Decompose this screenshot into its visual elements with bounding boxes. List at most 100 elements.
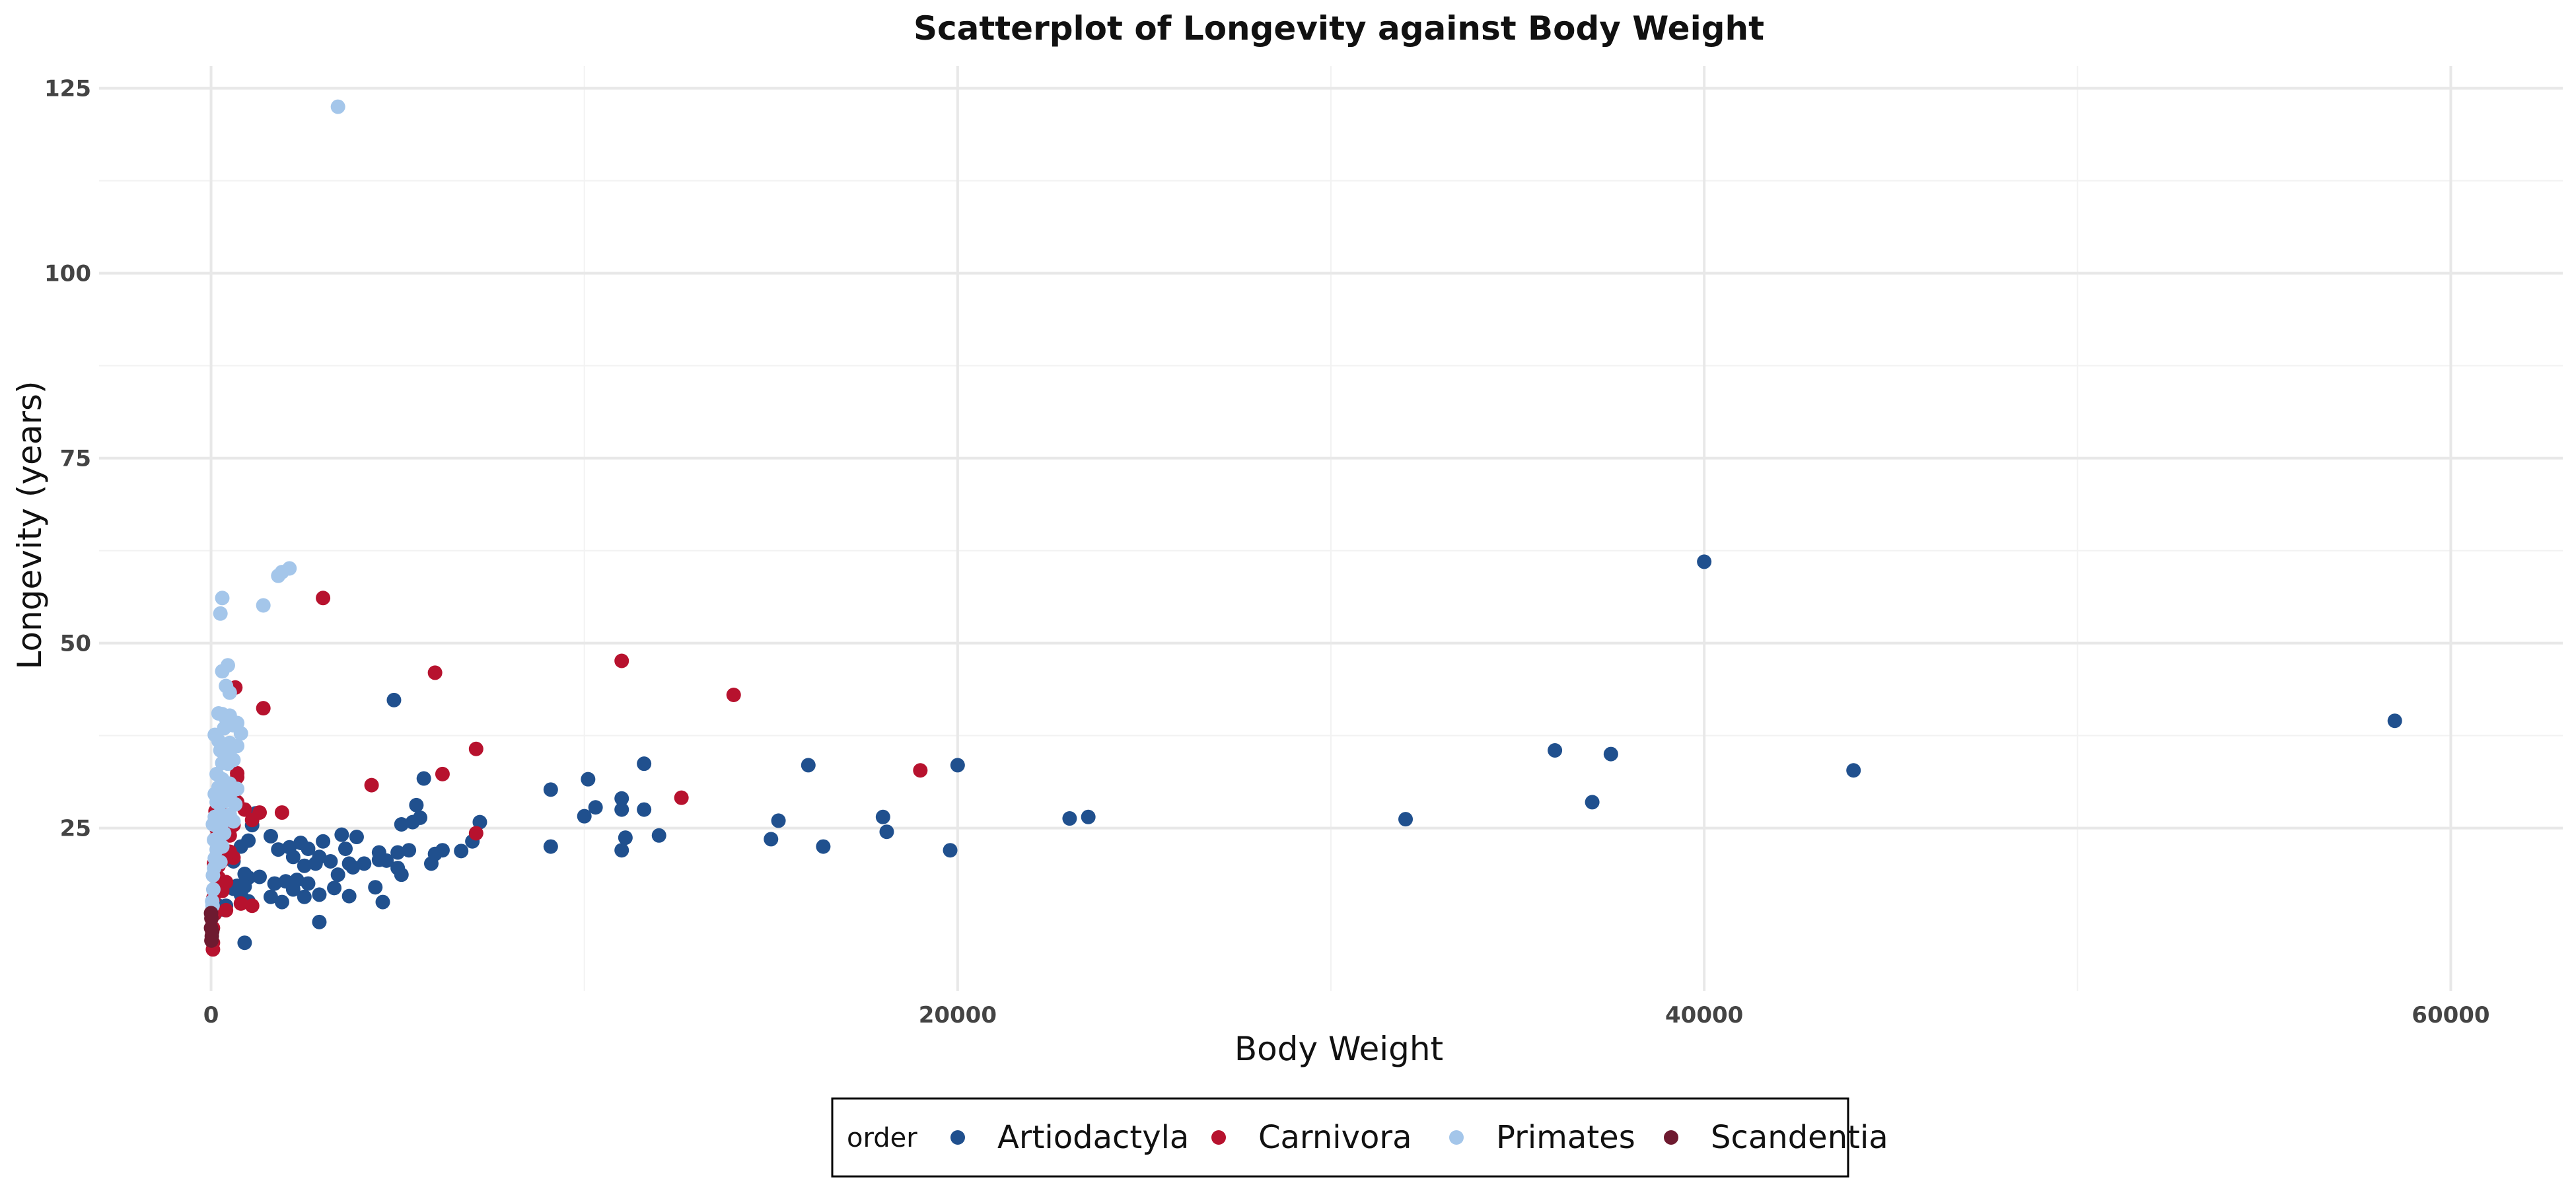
data-point [230, 766, 245, 781]
data-point [674, 790, 689, 805]
data-point [1548, 743, 1563, 758]
data-point [614, 653, 629, 668]
data-point [394, 817, 409, 832]
y-axis-title: Longevity (years) [11, 381, 49, 670]
data-point [614, 843, 629, 858]
data-point [330, 867, 345, 883]
data-point [256, 598, 271, 613]
legend-title: order [847, 1123, 917, 1153]
data-point [274, 805, 289, 820]
data-point [771, 813, 786, 828]
data-point [913, 763, 928, 778]
data-point [219, 902, 234, 918]
data-point [651, 828, 666, 843]
data-point [316, 834, 331, 849]
data-point [364, 777, 379, 793]
legend-items: Artiodactyla Carnivora Primates Scandentia [950, 1119, 1888, 1156]
data-point [263, 889, 278, 904]
grid-lines [99, 66, 2563, 991]
data-point [327, 881, 342, 896]
data-point [338, 841, 353, 856]
data-point [230, 781, 245, 797]
data-point [943, 843, 958, 858]
data-point [213, 606, 228, 621]
data-point [237, 935, 252, 951]
legend: order Artiodactyla Carnivora Primates Scand… [831, 1097, 1888, 1178]
x-tick-label: 40000 [1665, 1002, 1743, 1028]
data-point [209, 842, 225, 857]
data-point [1398, 812, 1413, 827]
legend-label-primates: Primates [1496, 1119, 1635, 1156]
x-axis-title: Body Weight [1234, 1030, 1443, 1068]
data-point [252, 869, 268, 884]
data-point [1081, 809, 1096, 824]
data-point [427, 665, 443, 680]
series-primates [205, 99, 345, 914]
y-tick-label: 100 [44, 261, 91, 287]
data-point [308, 856, 323, 871]
data-point [1062, 811, 1077, 826]
data-point [402, 843, 417, 858]
data-point [950, 758, 965, 773]
data-point [274, 894, 289, 910]
data-point [244, 812, 260, 828]
data-point [271, 568, 286, 583]
data-point [244, 898, 260, 914]
data-point [233, 896, 248, 911]
data-point [1603, 746, 1618, 762]
data-point [468, 741, 483, 756]
data-point [312, 887, 327, 902]
legend-marker-scandentia [1664, 1130, 1678, 1145]
data-point [349, 830, 364, 845]
data-point [801, 758, 816, 773]
data-point [879, 824, 894, 840]
data-point [211, 733, 226, 748]
data-point [267, 876, 282, 891]
data-point [316, 591, 331, 606]
data-point [215, 664, 230, 679]
data-point [435, 766, 450, 781]
data-point [217, 826, 232, 841]
series-scandentia [203, 906, 220, 948]
data-point [217, 783, 232, 798]
data-point [341, 856, 357, 871]
data-point [614, 791, 629, 806]
data-point [371, 852, 386, 867]
y-tick-label: 125 [44, 76, 91, 102]
data-point [334, 827, 349, 842]
data-point [220, 810, 235, 825]
data-point [263, 828, 278, 844]
data-point [726, 688, 741, 702]
x-tick-label: 0 [203, 1002, 219, 1028]
data-point [423, 856, 439, 871]
data-point [637, 756, 652, 772]
data-point [543, 782, 558, 797]
data-point [222, 747, 237, 762]
data-point [390, 861, 406, 876]
data-point [233, 839, 248, 854]
data-point [293, 836, 308, 850]
legend-marker-carnivora [1211, 1130, 1226, 1145]
data-point [282, 840, 297, 855]
data-point [2387, 713, 2402, 729]
data-point [375, 894, 390, 910]
data-point [341, 888, 357, 904]
data-point [416, 771, 431, 786]
data-point [1846, 763, 1861, 778]
data-point [211, 706, 226, 721]
data-point [203, 906, 219, 921]
data-point [368, 880, 383, 895]
data-points [203, 99, 2402, 957]
data-point [816, 839, 831, 854]
data-point [204, 933, 219, 948]
data-point [278, 874, 293, 889]
data-point [312, 914, 327, 929]
data-point [226, 717, 241, 733]
data-point [213, 855, 228, 870]
y-tick-label: 25 [60, 816, 91, 842]
data-point [323, 854, 338, 869]
data-point [222, 685, 237, 700]
data-point [297, 889, 312, 904]
legend-label-carnivora: Carnivora [1258, 1119, 1412, 1156]
